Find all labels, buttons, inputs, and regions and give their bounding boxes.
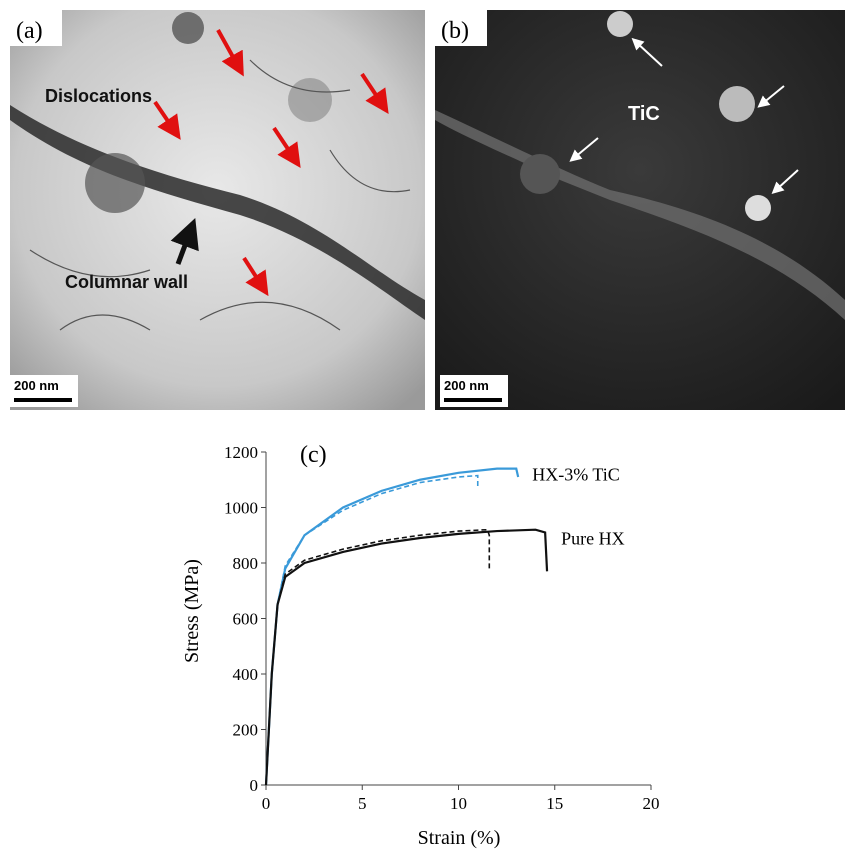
annotation: Columnar wall bbox=[65, 272, 188, 292]
y-tick-label: 400 bbox=[233, 665, 259, 684]
annotation: TiC bbox=[628, 103, 660, 125]
y-tick-label: 1000 bbox=[224, 499, 258, 518]
x-tick-label: 0 bbox=[262, 794, 271, 813]
y-tick-label: 200 bbox=[233, 721, 259, 740]
y-tick-label: 1200 bbox=[224, 443, 258, 462]
micrograph-a: (a) Dislocations Columnar wall 200 nm bbox=[10, 10, 425, 410]
y-tick-label: 600 bbox=[233, 610, 259, 629]
chart: (c) Strain (%) Stress (MPa) 0 5 10 15 200200… bbox=[181, 442, 660, 849]
panel-label: (b) bbox=[441, 18, 469, 44]
line-series bbox=[264, 528, 549, 786]
scale-bar-label: 200 nm bbox=[14, 378, 59, 393]
line-series bbox=[264, 467, 520, 786]
series-label: HX-3% TiC bbox=[532, 465, 620, 485]
y-tick-label: 800 bbox=[233, 554, 259, 573]
line-series bbox=[265, 474, 479, 786]
panel-label: (a) bbox=[16, 18, 43, 44]
y-tick-label: 0 bbox=[250, 776, 259, 795]
line-series bbox=[265, 528, 491, 786]
x-tick-label: 15 bbox=[546, 794, 563, 813]
x-tick-label: 10 bbox=[450, 794, 467, 813]
y-axis-label: Stress (MPa) bbox=[181, 559, 203, 663]
x-tick-label: 20 bbox=[643, 794, 660, 813]
series-label: Pure HX bbox=[561, 528, 625, 548]
scale-bar-label: 200 nm bbox=[444, 378, 489, 393]
panel-label: (c) bbox=[300, 442, 327, 468]
micrograph-b: (b) TiC 200 nm bbox=[435, 10, 845, 410]
annotation: Dislocations bbox=[45, 86, 152, 106]
x-axis-label: Strain (%) bbox=[418, 827, 501, 849]
x-tick-label: 5 bbox=[358, 794, 367, 813]
